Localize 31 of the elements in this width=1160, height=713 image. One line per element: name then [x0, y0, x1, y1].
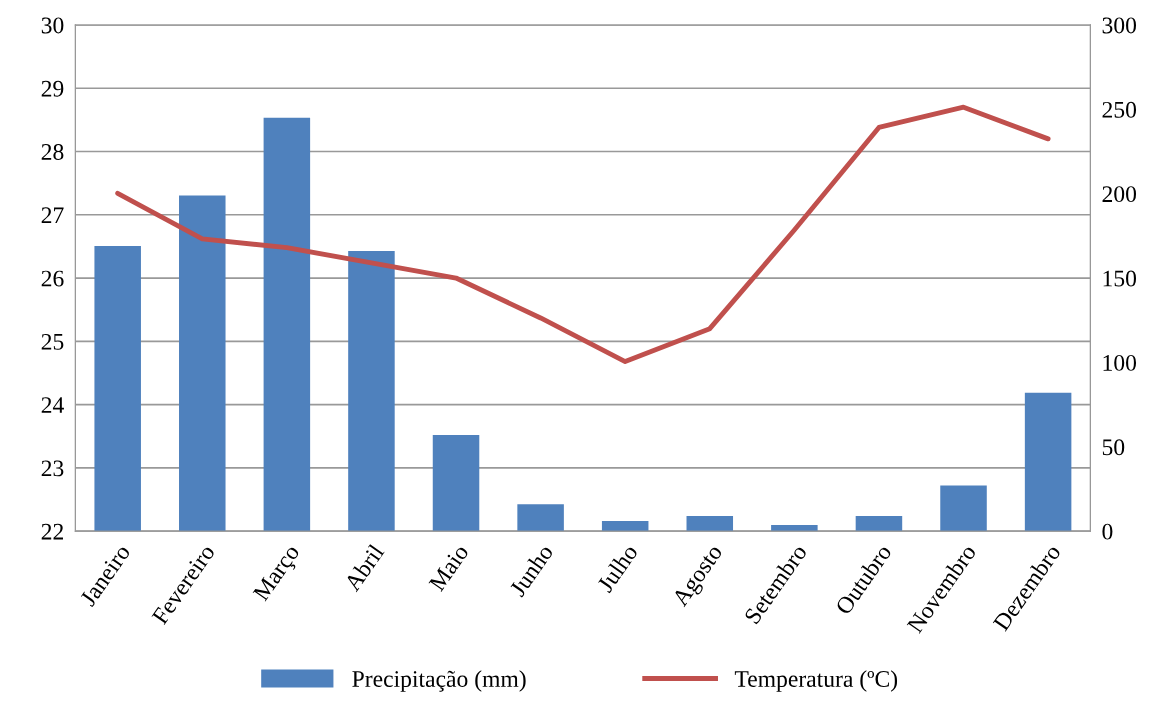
y2-tick-label: 250	[1102, 101, 1137, 118]
legend-label: Precipitação (mm)	[352, 670, 526, 692]
y-tick-label: 22	[41, 523, 63, 540]
y2-tick-label: 150	[1103, 270, 1137, 287]
y2-tick-label: 200	[1102, 186, 1137, 203]
bar	[686, 516, 734, 532]
y2-tick-label: 100	[1103, 354, 1137, 371]
y2-tick-label: 50	[1102, 439, 1125, 456]
y-tick-label: 26	[41, 270, 64, 287]
line-series	[115, 104, 1051, 365]
bar	[517, 504, 564, 532]
bar	[771, 525, 818, 532]
y2-tick-label: 300	[1102, 17, 1137, 34]
bar	[855, 516, 903, 532]
y2-tick-label: 0	[1102, 523, 1113, 540]
y-tick-label: 30	[41, 17, 64, 34]
bar	[432, 435, 480, 532]
legend-label: Temperatura (ºC)	[734, 670, 898, 692]
bar	[1024, 392, 1072, 532]
bar	[348, 251, 395, 532]
y-tick-label: 29	[41, 80, 64, 97]
bar	[179, 195, 226, 532]
y-tick-label: 24	[41, 397, 64, 413]
bar	[601, 521, 649, 532]
bar	[263, 117, 311, 532]
y-tick-label: 27	[41, 207, 64, 223]
y-tick-label: 28	[41, 144, 64, 160]
bar	[940, 485, 987, 532]
y-tick-label: 23	[41, 460, 64, 477]
y-tick-label: 25	[41, 333, 64, 350]
bar	[94, 246, 141, 532]
